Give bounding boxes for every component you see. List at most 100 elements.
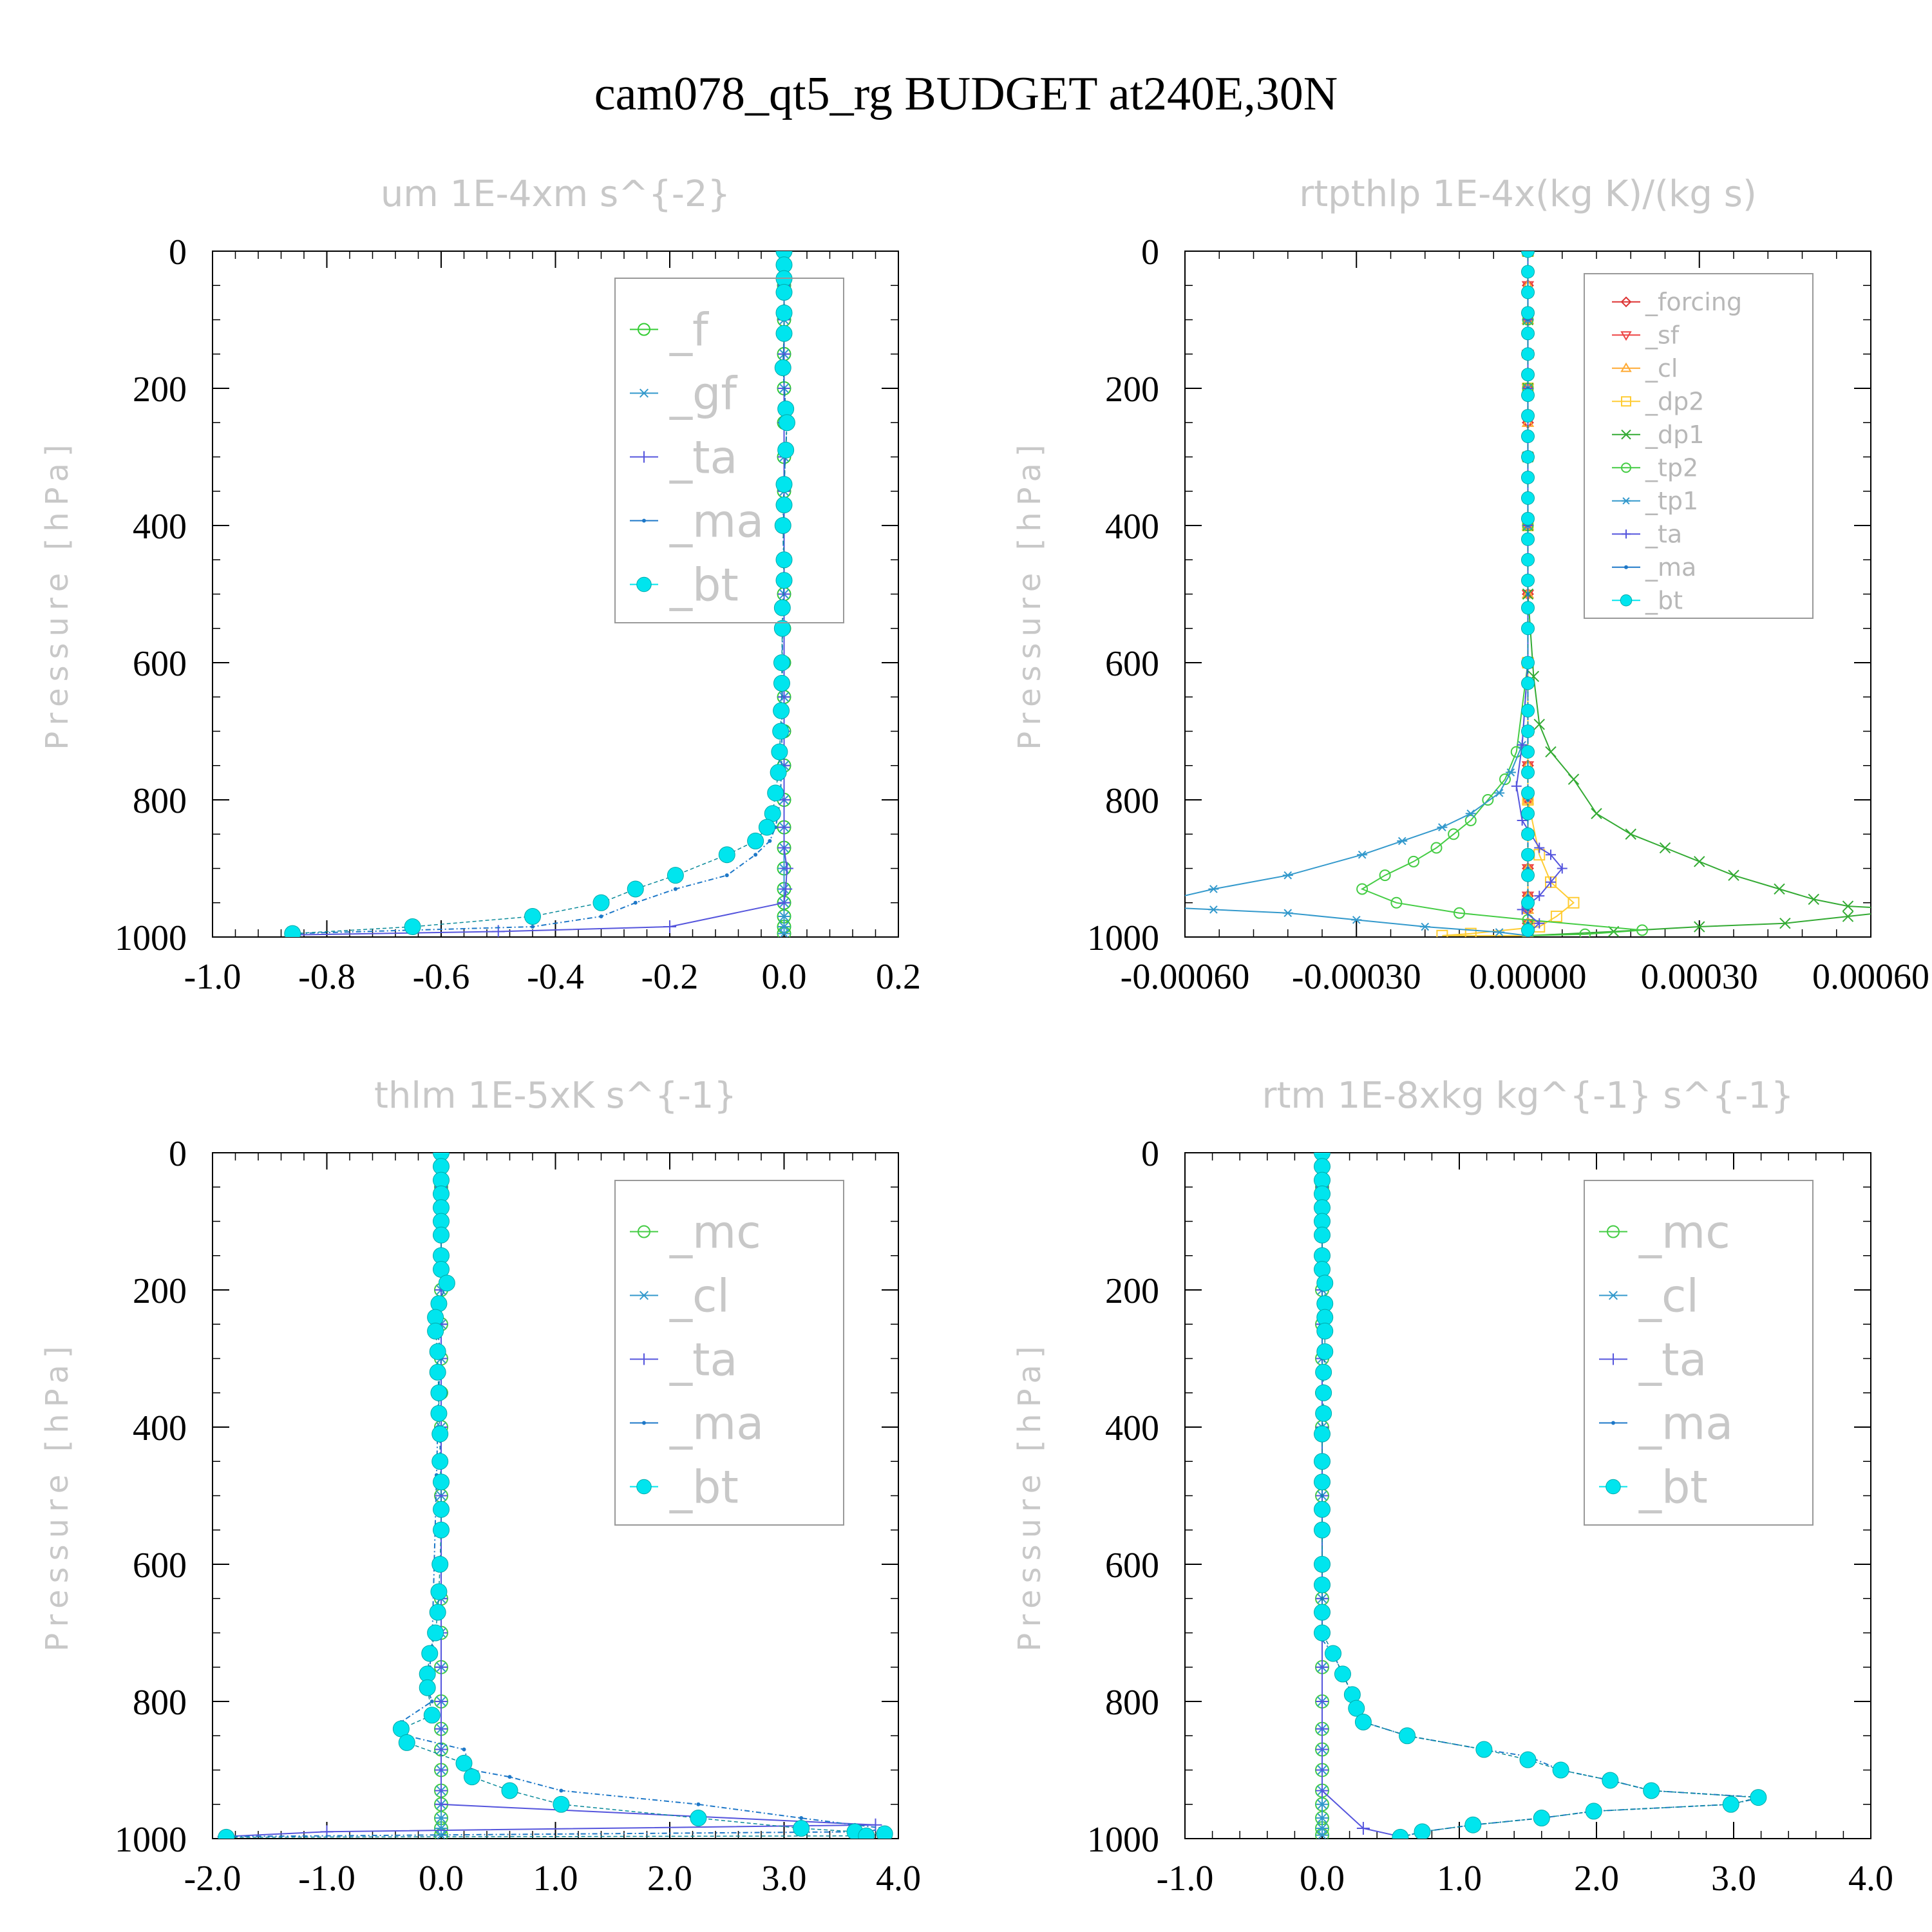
data-point (777, 896, 791, 909)
legend-label: _ta (669, 1334, 737, 1387)
data-point (1334, 1665, 1351, 1683)
data-point (777, 841, 791, 855)
series-line (1527, 251, 1871, 936)
data-point (768, 838, 772, 843)
data-point (1521, 573, 1535, 587)
data-point (1534, 918, 1545, 929)
data-point (1454, 907, 1465, 919)
data-point (1521, 923, 1535, 937)
series-tp1 (1185, 251, 1533, 937)
data-point (1390, 896, 1403, 909)
data-point (531, 925, 535, 929)
data-point (724, 873, 729, 878)
data-point (773, 702, 790, 719)
data-point (1494, 789, 1505, 797)
data-point (1379, 869, 1391, 882)
data-point (779, 882, 793, 896)
legend-marker (1622, 497, 1631, 505)
y-tick-label: 0 (1141, 1134, 1159, 1174)
data-point (758, 819, 775, 836)
data-point (778, 414, 795, 431)
legend-label: _bt (1645, 586, 1683, 614)
data-point (1314, 1453, 1331, 1470)
x-tick-label: -1.0 (184, 957, 242, 997)
data-point (1316, 1784, 1329, 1797)
x-tick-label: 2.0 (647, 1859, 692, 1899)
data-point (1779, 917, 1791, 929)
data-point (1314, 1556, 1331, 1573)
data-point (284, 925, 301, 937)
y-axis: 0 200 400 600 800 1000 (1087, 232, 1871, 958)
data-point (777, 820, 791, 834)
data-point (1602, 1772, 1619, 1789)
legend-label: _ta (1638, 1334, 1707, 1387)
data-point (1356, 1822, 1370, 1835)
data-point (1282, 909, 1293, 918)
data-point (1316, 1799, 1329, 1810)
data-point (435, 1797, 448, 1811)
data-point (553, 1795, 570, 1813)
legend-marker (1620, 362, 1632, 372)
data-point (438, 1274, 455, 1292)
y-tick-label: 1000 (115, 1820, 187, 1860)
data-point (1521, 704, 1535, 718)
data-point (1316, 1343, 1334, 1360)
data-point (1625, 828, 1636, 840)
data-point (427, 1624, 444, 1642)
x-tick-label: 0.0 (762, 957, 807, 997)
data-point (1636, 924, 1648, 936)
legend-label: _forcing (1645, 288, 1742, 316)
x-tick-label: 1.0 (1437, 1859, 1482, 1899)
data-point (1314, 1576, 1331, 1593)
legend-item: _ta (1612, 520, 1682, 548)
data-point (773, 654, 790, 671)
data-point (1314, 1624, 1331, 1642)
y-tick-label: 800 (1105, 781, 1159, 821)
data-point (1567, 773, 1580, 785)
data-point (1314, 1425, 1331, 1443)
data-point (1521, 868, 1535, 882)
data-point (1659, 842, 1671, 854)
data-point (1842, 900, 1854, 912)
y-tick-label: 600 (1105, 644, 1159, 684)
data-point (777, 441, 795, 459)
x-tick-label: -2.0 (184, 1859, 242, 1899)
legend-marker (1607, 1353, 1619, 1365)
legend-item: _sf (1612, 321, 1680, 349)
data-point (775, 551, 793, 569)
data-point (218, 1828, 235, 1839)
legend-label: _cl (669, 1270, 730, 1323)
data-point (1521, 532, 1535, 546)
data-point (1550, 911, 1562, 923)
data-point (1315, 1405, 1332, 1422)
series-bt (218, 1153, 893, 1839)
legend-marker (638, 388, 650, 398)
data-point (431, 1425, 449, 1443)
data-point (1475, 1741, 1493, 1758)
data-point (772, 723, 790, 740)
legend-item: _ta (630, 1334, 737, 1387)
data-point (1521, 306, 1535, 320)
series-line (1185, 251, 1529, 936)
data-point (799, 1816, 804, 1821)
data-point (775, 283, 793, 301)
data-point (1546, 876, 1556, 887)
data-point (1436, 929, 1448, 937)
data-point (1282, 871, 1293, 880)
series-line (1360, 251, 1643, 936)
data-point (1316, 1274, 1334, 1292)
x-tick-label: -0.8 (298, 957, 355, 997)
legend-marker (1607, 1291, 1619, 1300)
data-point (1392, 1828, 1409, 1839)
data-point (1482, 794, 1494, 806)
data-point (1521, 251, 1535, 258)
data-point (1521, 827, 1535, 841)
legend-label: _tp2 (1645, 453, 1698, 482)
legend-item: _forcing (1612, 288, 1742, 316)
data-point (793, 1820, 810, 1837)
data-point (1314, 1473, 1331, 1491)
data-point (435, 1813, 448, 1823)
data-point (774, 359, 791, 377)
legend-marker (1620, 331, 1632, 341)
legend-label: _ma (669, 495, 764, 548)
